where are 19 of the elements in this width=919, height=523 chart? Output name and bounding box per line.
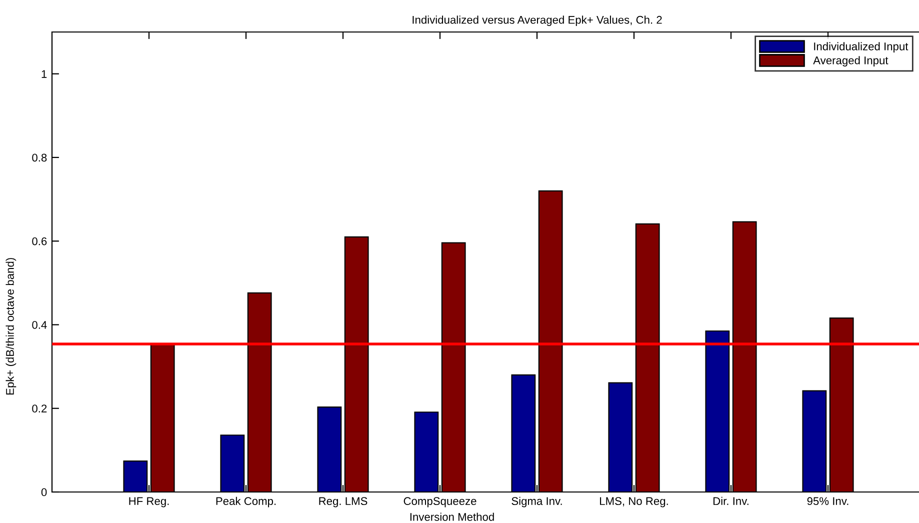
y-axis-title: Epk+ (dB/third octave band) <box>6 258 16 395</box>
y-tick-label: 0.4 <box>32 320 47 329</box>
y-tick-label: 0.8 <box>32 154 47 162</box>
legend-label: Averaged Input <box>813 56 888 66</box>
x-tick-label: Dir. Inv. <box>713 496 748 505</box>
x-tick-label: 95% Inv. <box>807 497 848 506</box>
legend-label: Individualized Input <box>814 42 908 53</box>
y-tick-label: 0 <box>41 488 47 496</box>
x-tick-label: CompSqueeze <box>404 497 476 508</box>
x-tick-label: LMS, No Reg. <box>600 497 668 508</box>
chart-title: Individualized versus Averaged Epk+ Values, Ch. 2 <box>412 16 662 26</box>
y-tick-label: 0.6 <box>32 237 47 246</box>
y-tick-label: 0.2 <box>32 404 47 412</box>
y-tick-label: 1 <box>42 70 47 78</box>
x-tick-label: HF Reg. <box>129 497 169 508</box>
x-tick-label: Reg. LMS <box>319 497 368 508</box>
x-axis-title: Inversion Method <box>410 512 494 521</box>
x-tick-label: Peak Comp. <box>216 496 276 508</box>
x-tick-label: Sigma Inv. <box>512 496 562 508</box>
